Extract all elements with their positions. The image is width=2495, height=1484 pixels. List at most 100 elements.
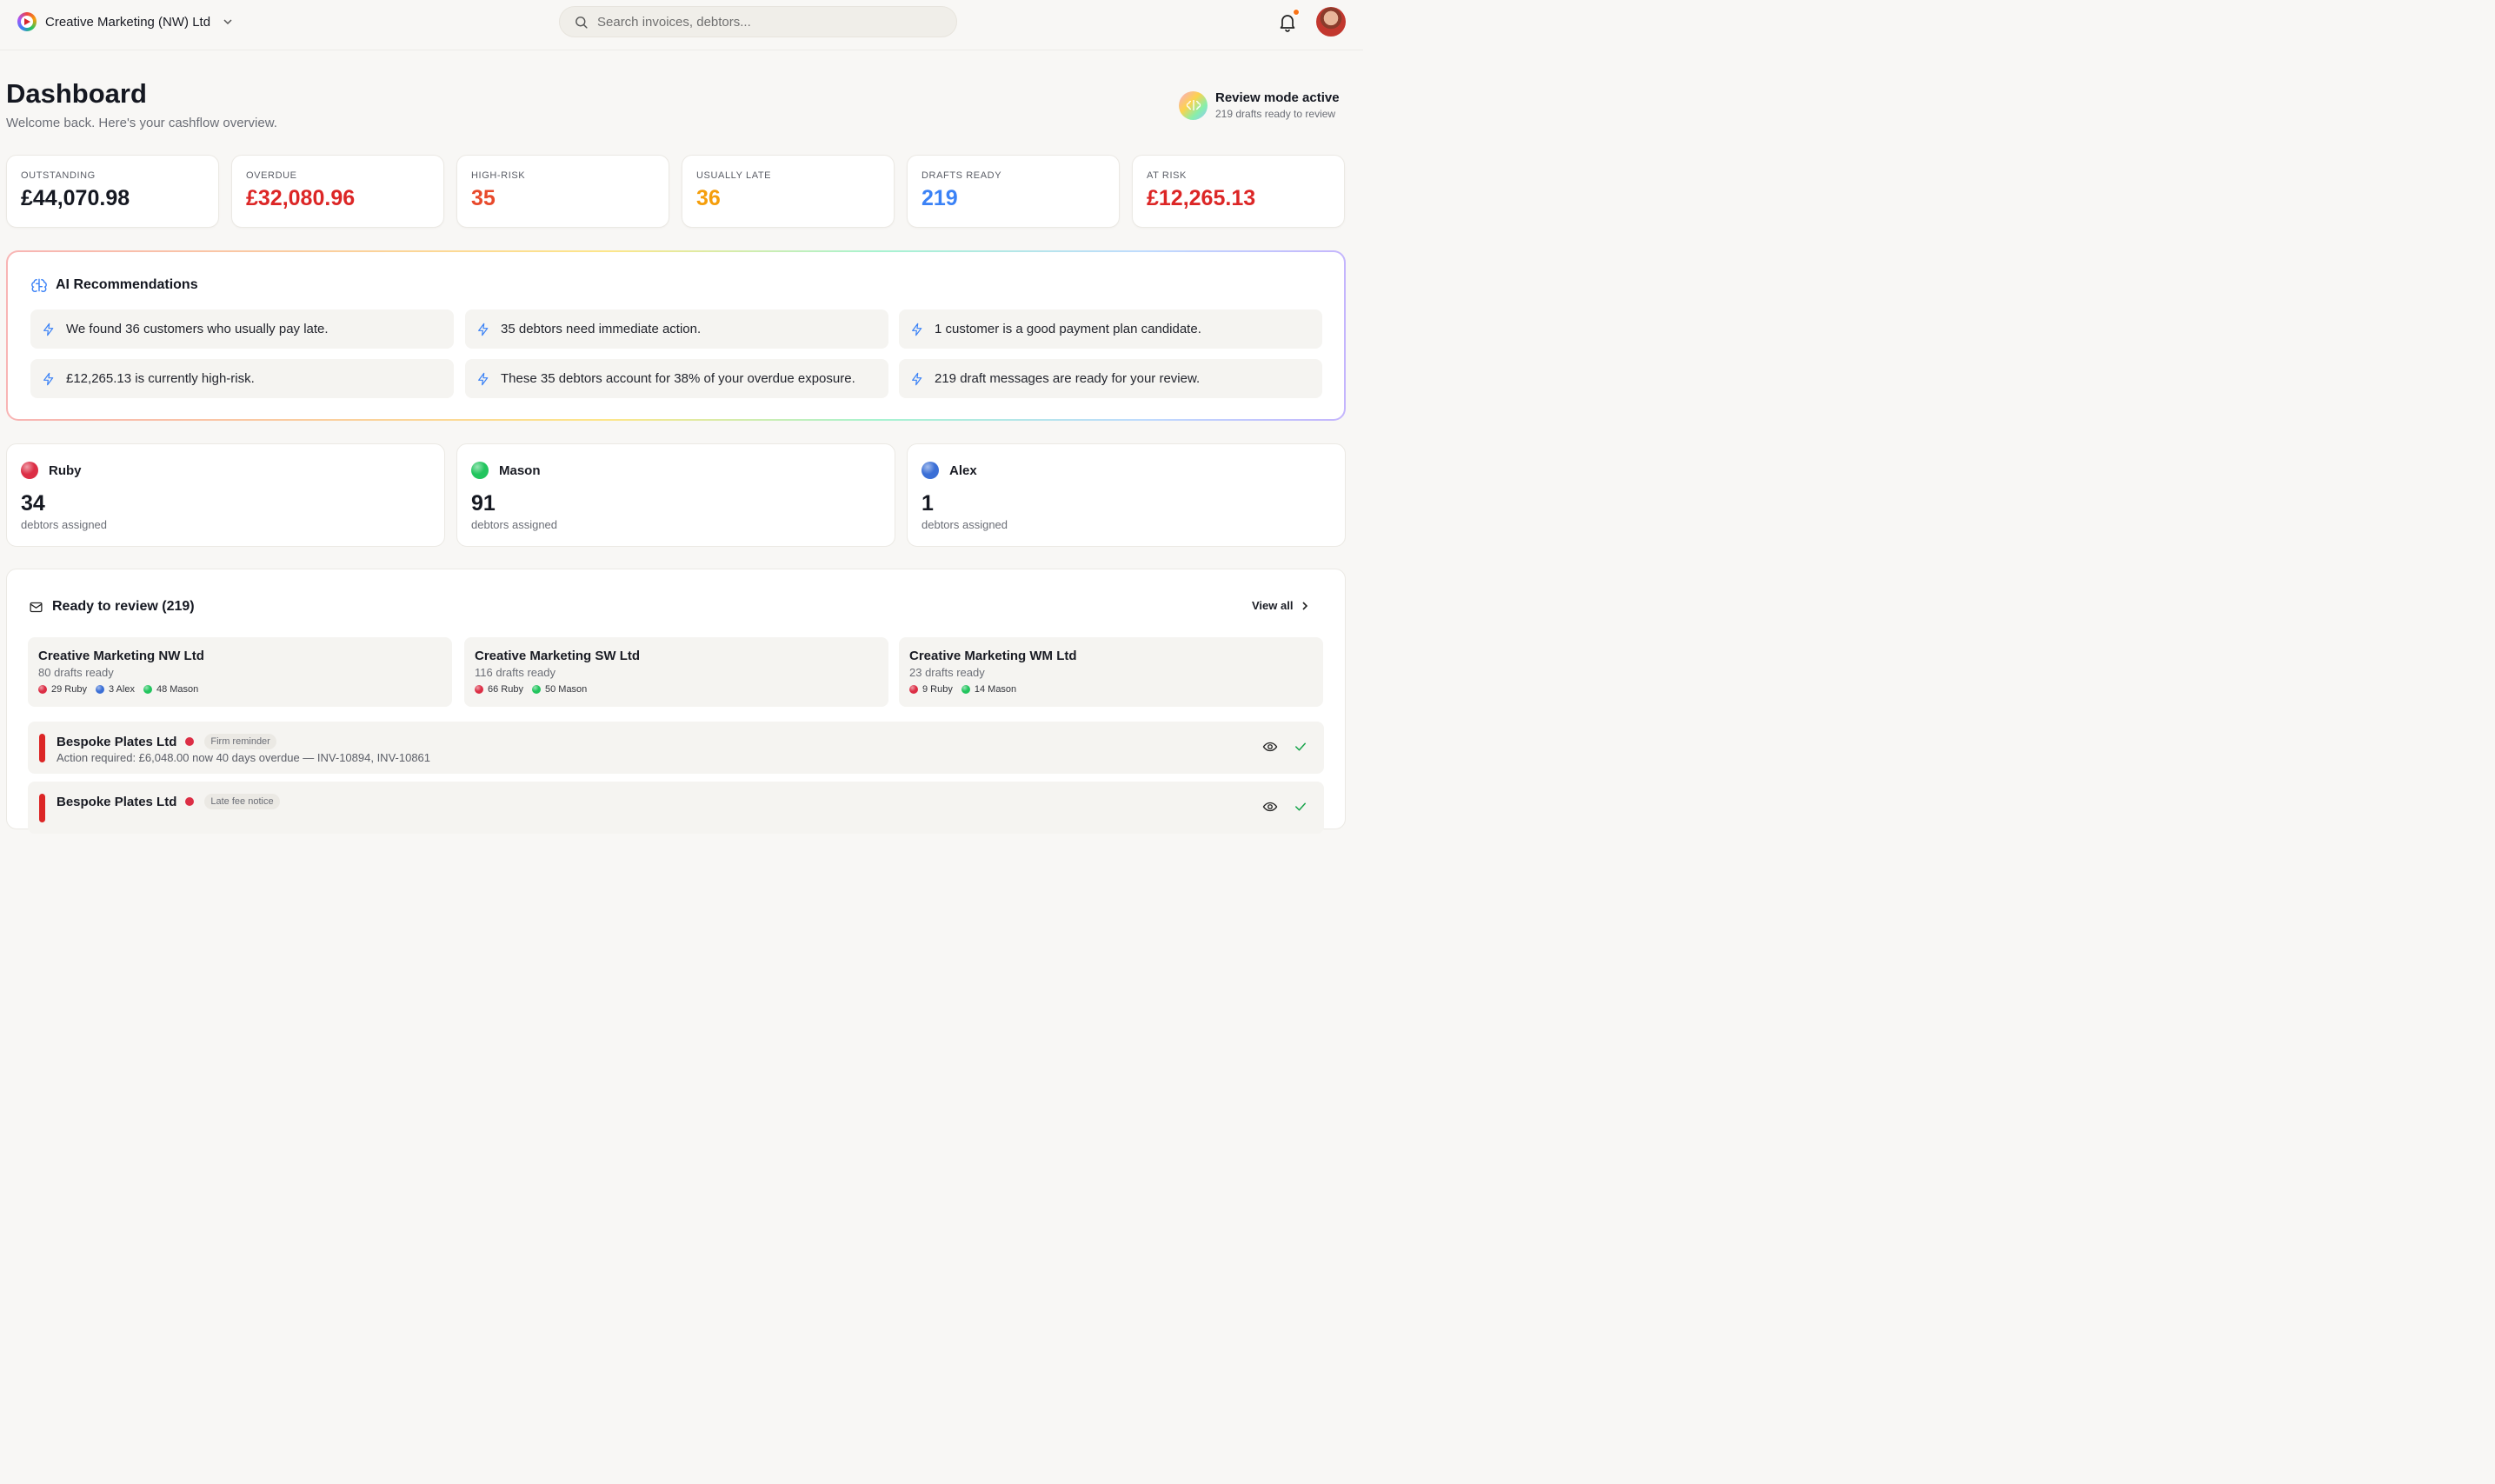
company-card[interactable]: Creative Marketing SW Ltd 116 drafts rea… — [464, 637, 888, 707]
eye-icon[interactable] — [1262, 739, 1278, 755]
draft-type-tag: Late fee notice — [204, 794, 280, 809]
alex-dot-icon — [95, 685, 104, 694]
company-name: Creative Marketing WM Ltd — [909, 649, 1077, 663]
recommendation-item[interactable]: 35 debtors need immediate action. — [465, 309, 888, 349]
view-all-text: View all — [1252, 599, 1294, 612]
ruby-dot-icon — [185, 737, 195, 746]
chip-label: 3 Alex — [108, 684, 135, 695]
lightning-icon — [912, 323, 922, 336]
chip-label: 29 Ruby — [51, 684, 87, 695]
stat-label: USUALLY LATE — [696, 170, 772, 181]
mason-dot-icon — [531, 685, 541, 694]
chip-label: 9 Ruby — [922, 684, 953, 695]
recommendation-item[interactable]: £12,265.13 is currently high-risk. — [30, 359, 454, 398]
ruby-dot-icon — [38, 685, 47, 694]
bell-icon[interactable] — [1277, 11, 1298, 32]
brain-icon — [1179, 90, 1208, 120]
ready-to-review-panel: Ready to review (219) View all Creative … — [6, 569, 1346, 834]
company-name: Creative Marketing SW Ltd — [475, 649, 641, 663]
lightning-icon — [478, 372, 489, 385]
assignee-chip: 14 Mason — [961, 684, 1016, 695]
org-logo-icon — [17, 12, 37, 31]
team-card-ruby[interactable]: Ruby 34 debtors assigned — [6, 443, 445, 547]
team-name: Ruby — [49, 463, 82, 478]
recommendation-item[interactable]: 1 customer is a good payment plan candid… — [899, 309, 1322, 349]
org-switcher[interactable]: Creative Marketing (NW) Ltd — [17, 10, 233, 33]
team-sub: debtors assigned — [21, 518, 108, 531]
draft-description: Action required: £6,048.00 now 40 days o… — [57, 751, 431, 764]
top-bar: Creative Marketing (NW) Ltd — [0, 0, 1363, 50]
team-card-alex[interactable]: Alex 1 debtors assigned — [907, 443, 1346, 547]
eye-icon[interactable] — [1262, 799, 1278, 815]
mason-dot-icon — [143, 685, 152, 694]
team-sub: debtors assigned — [921, 518, 1008, 531]
review-mode-subtitle: 219 drafts ready to review — [1215, 108, 1336, 120]
recommendation-item[interactable]: We found 36 customers who usually pay la… — [30, 309, 454, 349]
draft-debtor-name: Bespoke Plates Ltd — [57, 734, 177, 749]
recommendation-text: 35 debtors need immediate action. — [501, 322, 702, 336]
team-name: Alex — [949, 463, 977, 478]
company-drafts: 80 drafts ready — [38, 666, 114, 679]
search-input[interactable] — [597, 14, 945, 30]
ruby-avatar-icon — [21, 462, 38, 479]
team-count: 91 — [471, 491, 496, 516]
draft-header: Bespoke Plates Ltd Firm reminder — [57, 734, 276, 749]
stat-value: 219 — [921, 186, 958, 210]
search-bar[interactable] — [559, 6, 957, 37]
mason-dot-icon — [961, 685, 970, 694]
company-card[interactable]: Creative Marketing NW Ltd 80 drafts read… — [28, 637, 452, 707]
view-all-link[interactable]: View all — [1252, 599, 1310, 612]
page-subtitle: Welcome back. Here's your cashflow overv… — [6, 116, 277, 130]
chip-label: 14 Mason — [974, 684, 1017, 695]
mail-icon — [30, 602, 43, 612]
stat-value: £32,080.96 — [246, 186, 356, 210]
team-count: 34 — [21, 491, 45, 516]
recommendation-text: These 35 debtors account for 38% of your… — [501, 371, 855, 386]
recommendation-text: 219 draft messages are ready for your re… — [935, 371, 1201, 386]
recommendation-item[interactable]: These 35 debtors account for 38% of your… — [465, 359, 888, 398]
stat-value: £12,265.13 — [1147, 186, 1256, 210]
assignee-chip: 50 Mason — [531, 684, 588, 695]
ai-recommendations-panel: AI Recommendations We found 36 customers… — [6, 250, 1346, 421]
mason-avatar-icon — [471, 462, 489, 479]
company-name: Creative Marketing NW Ltd — [38, 649, 204, 663]
team-name: Mason — [499, 463, 541, 478]
priority-bar — [39, 794, 45, 822]
search-icon — [576, 16, 588, 29]
ai-recommendations-title: AI Recommendations — [30, 276, 198, 294]
draft-type-tag: Firm reminder — [204, 734, 276, 749]
avatar[interactable] — [1316, 7, 1346, 37]
stat-drafts-ready: DRAFTS READY 219 — [907, 155, 1120, 228]
chip-label: 48 Mason — [156, 684, 199, 695]
chevron-right-icon — [1302, 601, 1308, 610]
recommendation-item[interactable]: 219 draft messages are ready for your re… — [899, 359, 1322, 398]
team-sub: debtors assigned — [471, 518, 558, 531]
alex-avatar-icon — [921, 462, 939, 479]
chevron-down-icon — [223, 19, 232, 25]
stat-at-risk: AT RISK £12,265.13 — [1132, 155, 1345, 228]
stat-value: 36 — [696, 186, 721, 210]
review-title-text: Ready to review (219) — [52, 599, 195, 614]
assignee-chip: 66 Ruby — [475, 684, 523, 695]
stat-high-risk: HIGH-RISK 35 — [456, 155, 669, 228]
stat-label: DRAFTS READY — [921, 170, 1002, 181]
ai-title-text: AI Recommendations — [56, 277, 198, 292]
recommendation-text: £12,265.13 is currently high-risk. — [66, 371, 255, 386]
draft-row[interactable]: Bespoke Plates Ltd Late fee notice — [28, 782, 1324, 834]
review-title: Ready to review (219) — [29, 599, 195, 615]
draft-header: Bespoke Plates Ltd Late fee notice — [57, 794, 280, 809]
company-card[interactable]: Creative Marketing WM Ltd 23 drafts read… — [899, 637, 1323, 707]
draft-row[interactable]: Bespoke Plates Ltd Firm reminder Action … — [28, 722, 1324, 774]
check-icon[interactable] — [1293, 799, 1308, 815]
lightning-icon — [912, 372, 922, 385]
check-icon[interactable] — [1293, 739, 1308, 755]
stat-value: 35 — [471, 186, 496, 210]
team-count: 1 — [921, 491, 934, 516]
chip-label: 50 Mason — [544, 684, 588, 695]
team-card-mason[interactable]: Mason 91 debtors assigned — [456, 443, 895, 547]
org-name: Creative Marketing (NW) Ltd — [45, 14, 211, 30]
lightning-icon — [43, 323, 54, 336]
brain-icon — [31, 278, 47, 292]
recommendation-text: 1 customer is a good payment plan candid… — [935, 322, 1201, 336]
review-mode-indicator: Review mode active 219 drafts ready to r… — [1179, 90, 1340, 120]
